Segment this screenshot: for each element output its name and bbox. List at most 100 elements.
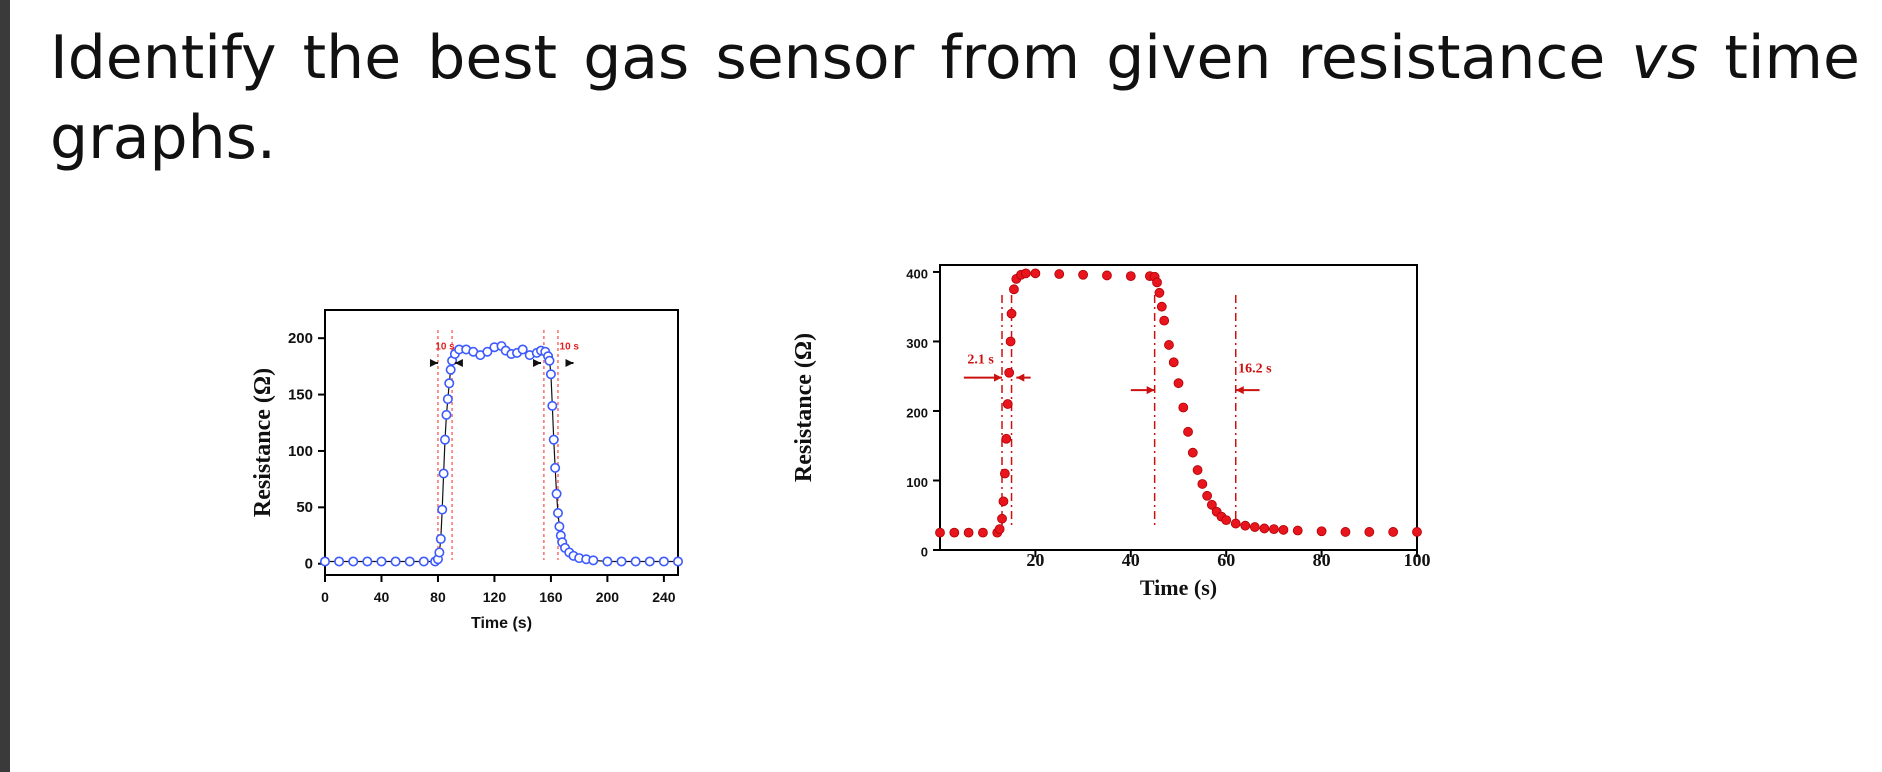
data-point [1221,515,1232,526]
data-point [418,556,429,567]
data-point [997,513,1007,524]
data-point [444,378,455,389]
x-tick-label: 80 [1313,550,1331,570]
question-text: Identify the best gas sensor from given resista… [50,18,1860,178]
data-point [1001,433,1012,444]
blue-sensor-chart: 0 40 80 120 160 200 240 0 50 100 150 200 Time (s) Res… [250,309,683,632]
question-word: resistance [1297,23,1606,93]
data-point [1249,522,1260,532]
data-point [1388,527,1399,537]
question-word: time [1724,23,1860,93]
x-tick-label: 40 [1122,550,1140,570]
annotation-arrowhead [994,373,1003,382]
question-word: gas [583,23,690,93]
data-point [334,556,345,567]
data-point [630,556,641,567]
question-line-2: graphs. [50,103,276,173]
y-tick-label: 150 [288,386,313,403]
data-point [1164,340,1174,350]
data-point [978,527,988,538]
data-point [552,507,563,518]
data-point [644,556,655,567]
data-point [1125,271,1136,282]
annotation-label: 16.2 s [1238,362,1272,377]
data-point [1004,367,1015,378]
data-point [994,524,1005,535]
data-point [390,556,401,567]
data-point [445,364,456,375]
data-point [482,346,493,357]
data-point [404,556,415,567]
data-point [1006,308,1017,319]
question-word: from [940,23,1081,93]
data-point [435,533,446,544]
annotation-arrowhead [1146,386,1155,395]
data-point [1230,518,1241,529]
y-axis-label: Resistance (Ω) [250,368,276,517]
x-axis-label: Time (s) [1140,575,1217,600]
question-word: given [1106,23,1272,93]
left-edge-bar [0,0,10,772]
data-point [935,527,945,538]
question-word: Identify [50,23,277,93]
y-tick-label: 100 [906,475,928,490]
data-point [362,556,373,567]
data-point [616,556,627,567]
y-tick-label: 400 [906,266,928,281]
data-point [1278,524,1289,535]
x-tick-label: 240 [652,589,676,605]
y-tick-label: 200 [906,405,928,420]
data-point [672,556,683,567]
data-point [1020,268,1031,279]
data-point [1187,447,1198,458]
data-point [554,521,565,532]
question-word: best [427,23,558,93]
y-tick-label: 100 [288,443,313,460]
data-point [1009,284,1019,295]
plot-frame [939,264,1418,551]
data-point [1183,426,1193,437]
data-point [1316,526,1327,537]
annotation-arrowhead [454,359,463,367]
data-point [1078,269,1089,280]
x-axis-label: Time (s) [471,615,532,632]
data-point [1259,523,1270,534]
x-tick-label: 40 [374,589,390,605]
data-point [1364,527,1375,537]
y-tick-label: 50 [296,499,313,516]
data-point [1192,465,1203,475]
data-point [441,409,452,420]
question-word: vs [1631,23,1699,93]
data-point [602,556,613,567]
x-tick-label: 120 [483,589,507,605]
data-point [551,488,562,499]
y-tick-label: 300 [906,336,928,351]
data-point [440,434,451,445]
data-point [438,468,449,479]
data-point [550,462,561,473]
annotation-label: 10 s [560,341,580,352]
data-point [998,496,1009,507]
annotation-label: 2.1 s [967,353,994,368]
data-point [544,355,555,366]
y-tick-label: 200 [288,330,313,347]
data-point [1005,336,1016,347]
x-tick-label: 200 [596,589,620,605]
data-point [1340,527,1351,537]
y-axis-label: Resistance (Ω) [791,333,817,482]
data-point [1197,479,1208,489]
data-point [1412,527,1422,537]
data-point [376,556,387,567]
x-tick-label: 0 [321,589,329,605]
annotation-arrowhead [533,359,542,367]
data-point [1154,287,1165,298]
data-point [517,344,528,355]
data-point [1159,315,1170,326]
plot-frame [324,309,679,576]
annotation-arrowhead [565,359,574,367]
series-line [325,345,678,563]
data-point [1168,357,1179,368]
data-point [1156,301,1167,312]
y-tick-label: 0 [921,544,928,559]
annotation-label: 10 s [435,341,455,352]
